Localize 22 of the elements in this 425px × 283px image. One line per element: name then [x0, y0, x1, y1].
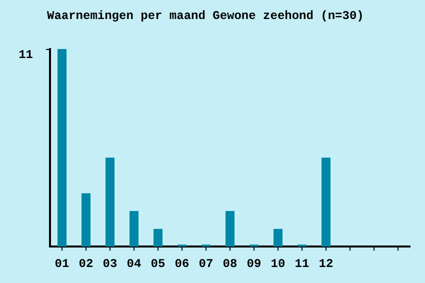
x-tick-label: 11 — [294, 256, 310, 271]
x-tick-label: 08 — [222, 256, 238, 271]
x-tick-label: 12 — [318, 256, 334, 271]
x-tick-label: 03 — [102, 256, 118, 271]
bar — [106, 158, 114, 247]
x-tick-label: 09 — [246, 256, 262, 271]
x-tick-label: 07 — [198, 256, 214, 271]
text: 11 — [18, 48, 33, 62]
x-tick-label: 06 — [174, 256, 190, 271]
x-tick-label: 05 — [150, 256, 166, 271]
x-tick-label: 04 — [126, 256, 142, 271]
x-tick-label: 02 — [78, 256, 94, 271]
bar — [322, 158, 330, 247]
chart-title: Waarnemingen per maand Gewone zeehond (n=30) — [47, 9, 364, 24]
bar — [58, 49, 66, 247]
bar — [226, 211, 234, 247]
bar — [130, 211, 138, 247]
bar — [82, 193, 90, 247]
bar — [154, 228, 162, 247]
x-tick-label: 01 — [54, 256, 70, 271]
x-tick-label: 10 — [270, 256, 286, 271]
bar — [274, 228, 282, 247]
